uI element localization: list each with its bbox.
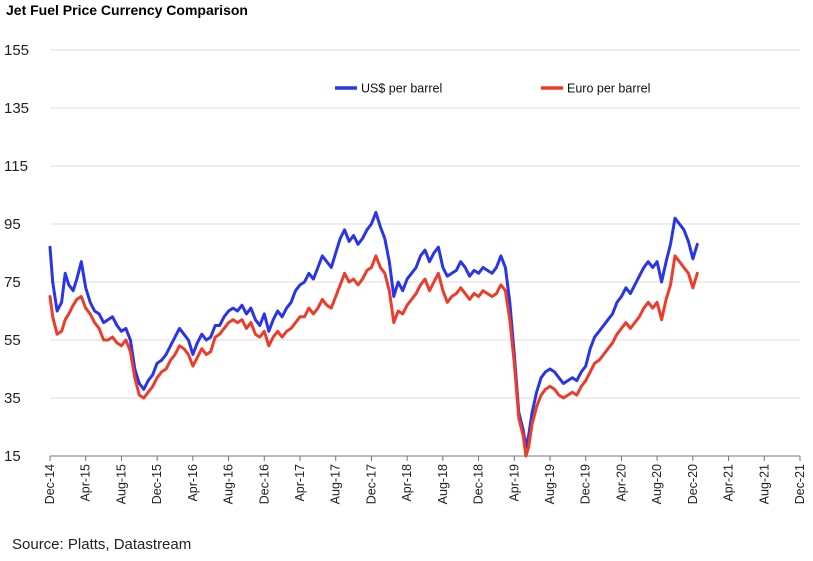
x-tick-label: Dec-15 xyxy=(150,464,164,504)
y-tick-label: 155 xyxy=(4,42,29,59)
x-tick-label: Aug-15 xyxy=(114,464,128,504)
y-tick-label: 95 xyxy=(4,216,21,233)
legend-label: US$ per barrel xyxy=(361,82,442,96)
x-tick-label: Apr-21 xyxy=(722,464,736,502)
x-tick-label: Dec-20 xyxy=(686,464,700,504)
x-tick-label: Dec-17 xyxy=(364,464,378,504)
y-tick-label: 55 xyxy=(4,332,21,349)
x-tick-label: Apr-18 xyxy=(400,464,414,502)
y-tick-label: 115 xyxy=(4,158,28,175)
y-tick-label: 35 xyxy=(4,390,21,407)
y-tick-label: 135 xyxy=(4,100,29,117)
x-tick-label: Aug-21 xyxy=(757,464,771,504)
x-tick-label: Dec-14 xyxy=(43,464,57,504)
series-line-usd xyxy=(48,210,699,449)
chart-title: Jet Fuel Price Currency Comparison xyxy=(6,2,248,18)
x-tick-label: Aug-17 xyxy=(329,464,343,504)
y-tick-label: 75 xyxy=(4,274,21,291)
x-tick-label: Aug-18 xyxy=(436,464,450,504)
x-tick-label: Apr-19 xyxy=(507,464,521,502)
x-tick-label: Apr-15 xyxy=(79,464,93,502)
source-note: Source: Platts, Datastream xyxy=(12,536,192,553)
x-tick-label: Aug-20 xyxy=(650,464,664,504)
x-tick-label: Dec-19 xyxy=(579,464,593,504)
x-tick-label: Apr-16 xyxy=(186,464,200,502)
legend-label: Euro per barrel xyxy=(567,82,650,96)
x-tick-label: Dec-21 xyxy=(793,464,807,504)
x-tick-label: Dec-16 xyxy=(257,464,271,504)
x-tick-label: Apr-17 xyxy=(293,464,307,502)
x-tick-label: Aug-19 xyxy=(543,464,557,504)
series-line-euro xyxy=(48,254,699,458)
x-tick-label: Dec-18 xyxy=(472,464,486,504)
x-tick-label: Apr-20 xyxy=(614,464,628,502)
y-tick-label: 15 xyxy=(4,448,21,465)
x-tick-label: Aug-16 xyxy=(222,464,236,504)
